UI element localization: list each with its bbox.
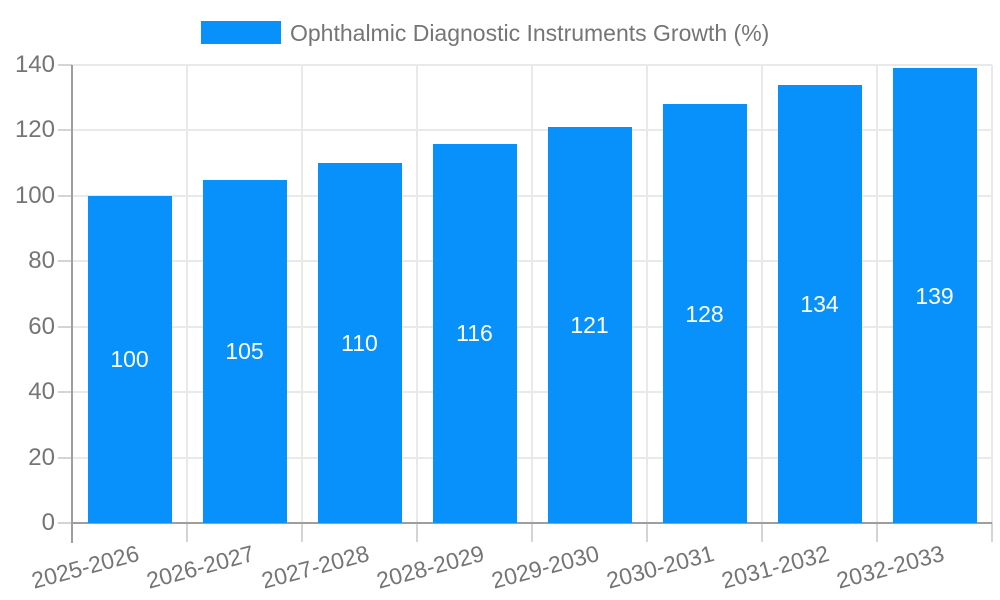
y-tick-mark xyxy=(58,325,72,328)
bar xyxy=(662,104,747,523)
y-axis-tick-label: 140 xyxy=(14,51,55,78)
x-axis-line xyxy=(72,522,992,524)
y-axis-tick-label: 120 xyxy=(14,116,55,144)
gridline-vertical xyxy=(761,65,763,523)
gridline-vertical xyxy=(416,65,418,523)
bar-value-label: 121 xyxy=(570,312,609,339)
x-axis-tick-label: 2026-2027 xyxy=(143,540,257,594)
y-axis-tick-label: 20 xyxy=(28,443,55,471)
x-axis-tick-label: 2029-2030 xyxy=(488,540,602,594)
bar xyxy=(892,68,977,523)
x-axis-tick-label: 2025-2026 xyxy=(28,540,142,594)
bar-value-label: 116 xyxy=(456,320,493,347)
bar-value-label: 134 xyxy=(800,290,839,317)
y-axis-tick-label: 40 xyxy=(28,378,55,406)
bar-value-label: 110 xyxy=(341,330,378,357)
x-tick-mark xyxy=(646,523,648,542)
x-tick-mark xyxy=(301,523,303,542)
gridline-vertical xyxy=(531,65,533,523)
legend-swatch-icon xyxy=(201,21,281,44)
bar xyxy=(317,163,402,523)
x-tick-mark xyxy=(991,523,993,542)
bar-value-label: 128 xyxy=(685,300,724,327)
y-tick-mark xyxy=(58,391,72,394)
x-axis-tick-label: 2032-2033 xyxy=(833,540,947,594)
y-tick-mark xyxy=(58,522,72,524)
bar xyxy=(777,84,862,523)
y-axis-tick-label: 0 xyxy=(41,509,55,536)
bar xyxy=(87,195,172,523)
bar-value-label: 105 xyxy=(225,338,264,365)
chart-legend: Ophthalmic Diagnostic Instruments Growth… xyxy=(0,0,1000,56)
y-tick-mark xyxy=(58,194,72,197)
y-tick-mark xyxy=(58,456,72,459)
gridline-vertical xyxy=(301,65,303,523)
gridline-vertical xyxy=(646,65,648,523)
gridline-vertical xyxy=(876,65,878,523)
bar xyxy=(547,127,632,523)
x-axis-tick-label: 2031-2032 xyxy=(718,540,832,594)
y-axis-tick-label: 100 xyxy=(14,181,55,209)
legend-label: Ophthalmic Diagnostic Instruments Growth… xyxy=(290,20,770,46)
bar-value-label: 100 xyxy=(110,346,149,373)
x-axis-tick-label: 2028-2029 xyxy=(373,540,487,594)
bar xyxy=(202,179,287,523)
x-tick-mark xyxy=(416,523,418,542)
y-tick-mark xyxy=(58,129,72,132)
y-axis-tick-label: 60 xyxy=(28,312,55,340)
x-tick-mark xyxy=(876,523,878,542)
bar-value-label: 139 xyxy=(915,282,954,309)
gridline-vertical xyxy=(991,65,993,523)
bar xyxy=(432,143,517,523)
y-axis-tick-label: 80 xyxy=(28,247,55,275)
gridline-vertical xyxy=(186,65,188,523)
x-axis-tick-label: 2027-2028 xyxy=(258,540,372,594)
x-tick-mark xyxy=(531,523,533,542)
y-axis-line xyxy=(71,65,73,543)
x-axis-tick-label: 2030-2031 xyxy=(603,540,717,594)
x-tick-mark xyxy=(186,523,188,542)
y-tick-mark xyxy=(58,64,72,66)
x-tick-mark xyxy=(761,523,763,542)
y-tick-mark xyxy=(58,260,72,263)
